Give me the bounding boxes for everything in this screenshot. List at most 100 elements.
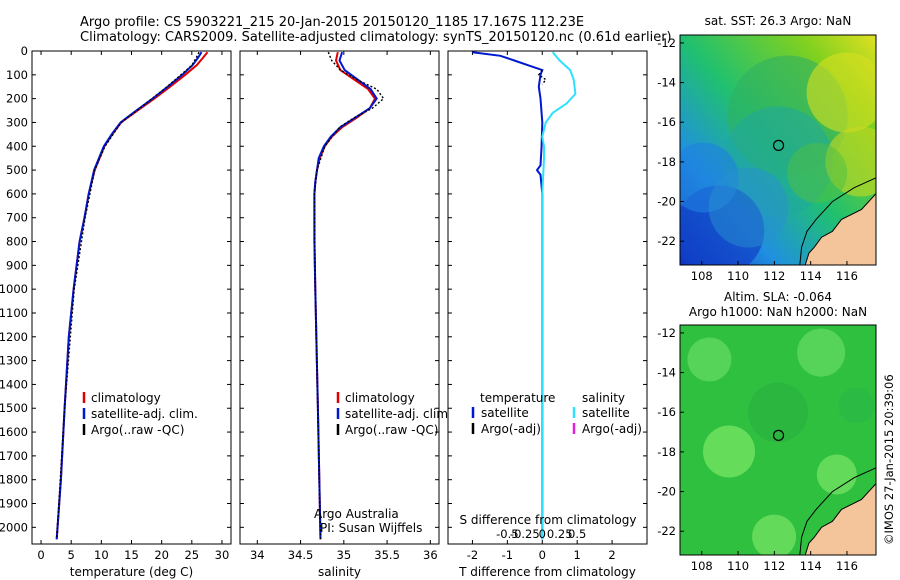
x-tick-label: 34.5 bbox=[288, 548, 314, 562]
x-tick-label: 20 bbox=[154, 548, 169, 562]
y-tick-label: -12 bbox=[657, 36, 676, 50]
y-tick-label: 900 bbox=[6, 258, 28, 272]
y-tick-label: -16 bbox=[657, 405, 676, 419]
argo-location-marker bbox=[772, 429, 785, 441]
legend-label: satellite-adj. clim. bbox=[345, 407, 452, 421]
y-tick-label: -12 bbox=[657, 326, 676, 340]
isobath-line bbox=[799, 177, 876, 265]
map-field bbox=[680, 35, 876, 265]
coastline bbox=[804, 193, 876, 265]
legend-label: satellite-adj. clim. bbox=[91, 407, 198, 421]
y-tick-label: 0 bbox=[21, 44, 28, 58]
x-tick-label: 0 bbox=[37, 548, 44, 562]
x-tick-label: 114 bbox=[800, 559, 822, 573]
map-title: Altim. SLA: -0.064 bbox=[724, 290, 832, 304]
y-tick-label: 1100 bbox=[0, 306, 28, 320]
s-tick-label: 0.25 bbox=[547, 527, 573, 541]
plot-frame bbox=[447, 50, 648, 545]
x-tick-label: 1 bbox=[574, 548, 581, 562]
y-tick-label: 800 bbox=[6, 235, 28, 249]
y-tick-label: 1700 bbox=[0, 449, 28, 463]
legend-label: Argo(-adj) bbox=[481, 422, 541, 436]
sla-patch bbox=[687, 337, 732, 382]
sla-patch bbox=[703, 425, 755, 478]
x-tick-label: 35 bbox=[337, 548, 352, 562]
sla-patch bbox=[816, 454, 857, 495]
y-tick-label: -14 bbox=[657, 76, 676, 90]
map-subtitle: Argo h1000: NaN h2000: NaN bbox=[689, 305, 867, 319]
series-line-t-argo-adj- bbox=[537, 69, 547, 85]
legend-label: Argo(-adj) bbox=[582, 422, 642, 436]
map-field bbox=[680, 325, 876, 555]
series-line-satellite-adj-clim- bbox=[55, 51, 203, 540]
map-title: sat. SST: 26.3 Argo: NaN bbox=[705, 14, 852, 28]
isobath-line bbox=[799, 467, 876, 555]
y-tick-label: 300 bbox=[6, 115, 28, 129]
x-tick-label: 112 bbox=[763, 559, 785, 573]
y-tick-label: 100 bbox=[6, 68, 28, 82]
y-tick-label: -22 bbox=[657, 234, 676, 248]
y-tick-label: -14 bbox=[657, 366, 676, 380]
series-line-s-satellite bbox=[541, 51, 577, 540]
x-tick-label: 30 bbox=[215, 548, 230, 562]
x-tick-label: 112 bbox=[763, 269, 785, 283]
x-tick-label: 2 bbox=[608, 548, 615, 562]
sst-patch bbox=[787, 143, 848, 203]
x-axis-label: salinity bbox=[318, 565, 361, 579]
y-tick-label: 600 bbox=[6, 187, 28, 201]
legend-label: Argo(..raw -QC) bbox=[345, 423, 438, 437]
y-tick-label: 1800 bbox=[0, 473, 28, 487]
plot-frame bbox=[31, 50, 232, 545]
y-tick-label: -16 bbox=[657, 115, 676, 129]
x-tick-label: 25 bbox=[184, 548, 199, 562]
x-tick-label: 0 bbox=[539, 548, 546, 562]
legend-label: Argo(..raw -QC) bbox=[91, 423, 184, 437]
x-tick-label: 108 bbox=[691, 559, 713, 573]
s-tick-label: 0.5 bbox=[568, 527, 586, 541]
y-tick-label: 1300 bbox=[0, 354, 28, 368]
legend-label: satellite bbox=[481, 406, 529, 420]
y-tick-label: -18 bbox=[657, 445, 676, 459]
series-line-t-satellite bbox=[472, 51, 544, 540]
coastline bbox=[804, 483, 876, 555]
sst-patch bbox=[806, 52, 876, 133]
x-tick-label: -1 bbox=[502, 548, 513, 562]
y-tick-label: 400 bbox=[6, 139, 28, 153]
y-tick-label: 200 bbox=[6, 92, 28, 106]
temperature-plot: 0100200300400500600700800900100011001200… bbox=[0, 44, 232, 579]
legend-heading: salinity bbox=[582, 391, 625, 405]
x-tick-label: 36 bbox=[423, 548, 438, 562]
x-axis-label: temperature (deg C) bbox=[70, 565, 193, 579]
y-tick-label: 1200 bbox=[0, 330, 28, 344]
series-line-argo-raw-qc- bbox=[56, 51, 200, 540]
y-tick-label: -20 bbox=[657, 485, 676, 499]
y-tick-label: 1400 bbox=[0, 377, 28, 391]
profile-title: Argo profile: CS 5903221_215 20-Jan-2015… bbox=[80, 15, 585, 30]
x-tick-label: 116 bbox=[836, 559, 858, 573]
map-frame bbox=[679, 34, 877, 266]
x-tick-label: 34 bbox=[250, 548, 265, 562]
sla-patch bbox=[797, 328, 846, 377]
y-tick-label: 1900 bbox=[0, 497, 28, 511]
sst-patch bbox=[708, 167, 789, 248]
x-tick-label: 114 bbox=[800, 269, 822, 283]
legend-heading: temperature bbox=[480, 391, 555, 405]
y-tick-label: 700 bbox=[6, 211, 28, 225]
x-tick-label: 110 bbox=[727, 269, 749, 283]
y-tick-label: -18 bbox=[657, 155, 676, 169]
sla-patch bbox=[748, 382, 808, 443]
plot-frame bbox=[239, 50, 440, 545]
sst-map: sat. SST: 26.3 Argo: NaN 108 110 112 114 116 -… bbox=[657, 14, 877, 283]
s-tick-label: -0.25 bbox=[510, 527, 540, 541]
argo-location-marker bbox=[772, 139, 785, 151]
s-tick-label: 0 bbox=[539, 527, 546, 541]
x-tick-label: 110 bbox=[727, 559, 749, 573]
y-tick-label: -20 bbox=[657, 195, 676, 209]
credit-line: Argo Australia bbox=[314, 507, 399, 521]
s-tick-label: -0.5 bbox=[496, 527, 518, 541]
s-axis-label: S difference from climatology bbox=[460, 513, 637, 527]
y-tick-label: 2000 bbox=[0, 520, 28, 534]
sla-patch bbox=[838, 387, 875, 424]
